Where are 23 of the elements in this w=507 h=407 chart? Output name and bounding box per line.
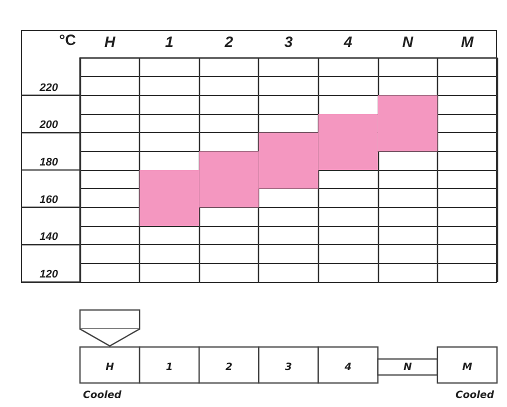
- category-label: N: [403, 362, 412, 373]
- x-tick-label: 1: [165, 34, 174, 51]
- y-tick-label: 160: [40, 194, 59, 206]
- category-label: 4: [344, 362, 352, 373]
- y-tick-label: 220: [38, 82, 59, 94]
- category-label: M: [462, 362, 472, 373]
- category-label: 3: [285, 362, 292, 373]
- y-tick-label: 140: [40, 231, 59, 244]
- x-tick-label: 3: [284, 34, 294, 51]
- x-tick-label: 2: [224, 34, 234, 51]
- y-tick-label: 120: [40, 268, 59, 280]
- category-label: 2: [225, 362, 232, 373]
- category-label: 1: [166, 362, 173, 373]
- category-label: H: [106, 362, 114, 373]
- x-tick-label: H: [104, 34, 116, 51]
- x-tick-label: M: [460, 34, 474, 51]
- text: Cooled: [456, 390, 495, 401]
- text: Cooled: [83, 390, 122, 401]
- y-tick-label: 200: [38, 119, 59, 132]
- y-tick-label: 180: [40, 156, 59, 168]
- x-tick-label: 4: [342, 34, 353, 51]
- y-axis-title: °C: [59, 32, 76, 49]
- x-tick-label: N: [402, 34, 414, 51]
